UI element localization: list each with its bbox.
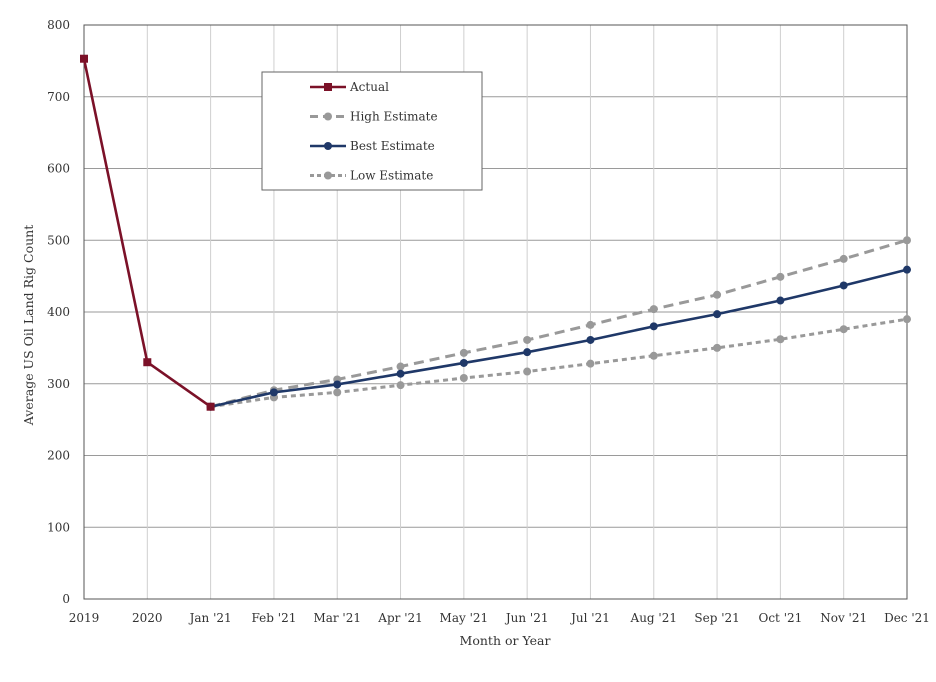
y-tick-label: 300 xyxy=(47,377,70,391)
data-point xyxy=(269,388,278,397)
x-tick-label: Jul '21 xyxy=(569,611,610,625)
data-point xyxy=(776,296,785,305)
plot-area-border xyxy=(83,24,908,600)
data-point xyxy=(586,335,595,344)
legend-item-high-estimate: High Estimate xyxy=(310,110,438,124)
data-point xyxy=(649,351,658,360)
legend-item-low-estimate: Low Estimate xyxy=(310,169,433,183)
y-axis-tick-labels: 0 100 200 300 400 500 600 700 800 xyxy=(47,18,70,606)
series-layer xyxy=(80,54,911,411)
data-point xyxy=(839,254,848,263)
data-point xyxy=(586,359,595,368)
x-tick-label: Jan '21 xyxy=(188,611,232,625)
data-point xyxy=(776,335,785,344)
x-tick-label: Sep '21 xyxy=(694,611,739,625)
legend: Actual High Estimate Best Estimate Low Esti… xyxy=(261,71,483,191)
y-tick-label: 500 xyxy=(47,233,70,247)
data-point xyxy=(396,381,405,390)
data-point xyxy=(333,380,342,389)
x-tick-label: May '21 xyxy=(440,611,489,625)
y-tick-label: 800 xyxy=(47,18,70,32)
data-point xyxy=(80,54,88,63)
data-point xyxy=(903,236,911,245)
y-tick-label: 200 xyxy=(47,449,70,463)
x-tick-label: Jun '21 xyxy=(504,611,549,625)
data-point xyxy=(713,310,722,319)
x-tick-label: Dec '21 xyxy=(884,611,930,625)
legend-box xyxy=(261,71,483,191)
legend-item-best-estimate: Best Estimate xyxy=(310,139,435,153)
series-line xyxy=(210,268,908,408)
data-point xyxy=(396,369,405,378)
data-point xyxy=(459,348,468,357)
legend-label: High Estimate xyxy=(350,110,438,124)
legend-swatch-marker xyxy=(324,171,332,180)
y-axis-title: Average US Oil Land Rig Count xyxy=(21,225,36,426)
y-tick-label: 700 xyxy=(47,90,70,104)
data-point xyxy=(586,320,595,329)
data-point xyxy=(776,272,785,281)
legend-item-actual: Actual xyxy=(310,80,389,94)
x-tick-label: Mar '21 xyxy=(313,611,361,625)
data-point xyxy=(713,343,722,352)
x-tick-label: Feb '21 xyxy=(252,611,297,625)
data-point xyxy=(523,367,532,376)
data-point xyxy=(459,358,468,367)
legend-swatch-marker xyxy=(324,112,332,121)
data-point xyxy=(206,402,215,411)
y-tick-label: 400 xyxy=(47,305,70,319)
gridlines xyxy=(84,25,907,599)
data-point xyxy=(459,374,468,383)
x-tick-label: Apr '21 xyxy=(377,611,422,625)
x-tick-label: Oct '21 xyxy=(759,611,803,625)
series-actual xyxy=(80,54,215,411)
data-point xyxy=(903,265,911,274)
data-point xyxy=(713,290,722,299)
y-tick-label: 0 xyxy=(62,592,70,606)
legend-swatch-marker xyxy=(324,83,332,91)
y-tick-label: 100 xyxy=(47,520,70,534)
data-point xyxy=(523,335,532,344)
x-tick-label: Aug '21 xyxy=(630,611,677,625)
data-point xyxy=(333,388,342,397)
legend-label: Actual xyxy=(349,80,389,94)
data-point xyxy=(649,305,658,314)
legend-label: Low Estimate xyxy=(350,169,433,183)
y-tick-label: 600 xyxy=(47,162,70,176)
x-tick-label: 2020 xyxy=(132,611,163,625)
series-line xyxy=(210,238,908,409)
x-axis-title: Month or Year xyxy=(460,633,551,648)
data-point xyxy=(649,322,658,331)
data-point xyxy=(143,358,152,367)
data-point xyxy=(523,348,532,357)
x-tick-label: 2019 xyxy=(69,611,100,625)
legend-entries: Actual High Estimate Best Estimate Low Esti… xyxy=(310,80,438,183)
legend-swatch-marker xyxy=(324,142,332,150)
data-point xyxy=(839,281,848,290)
x-axis-tick-labels: 2019 2020 Jan '21 Feb '21 Mar '21 Apr '21 May … xyxy=(69,611,930,625)
legend-label: Best Estimate xyxy=(350,139,435,153)
data-point xyxy=(903,315,911,324)
x-tick-label: Nov '21 xyxy=(820,611,867,625)
data-point xyxy=(396,362,405,371)
data-point xyxy=(839,325,848,334)
